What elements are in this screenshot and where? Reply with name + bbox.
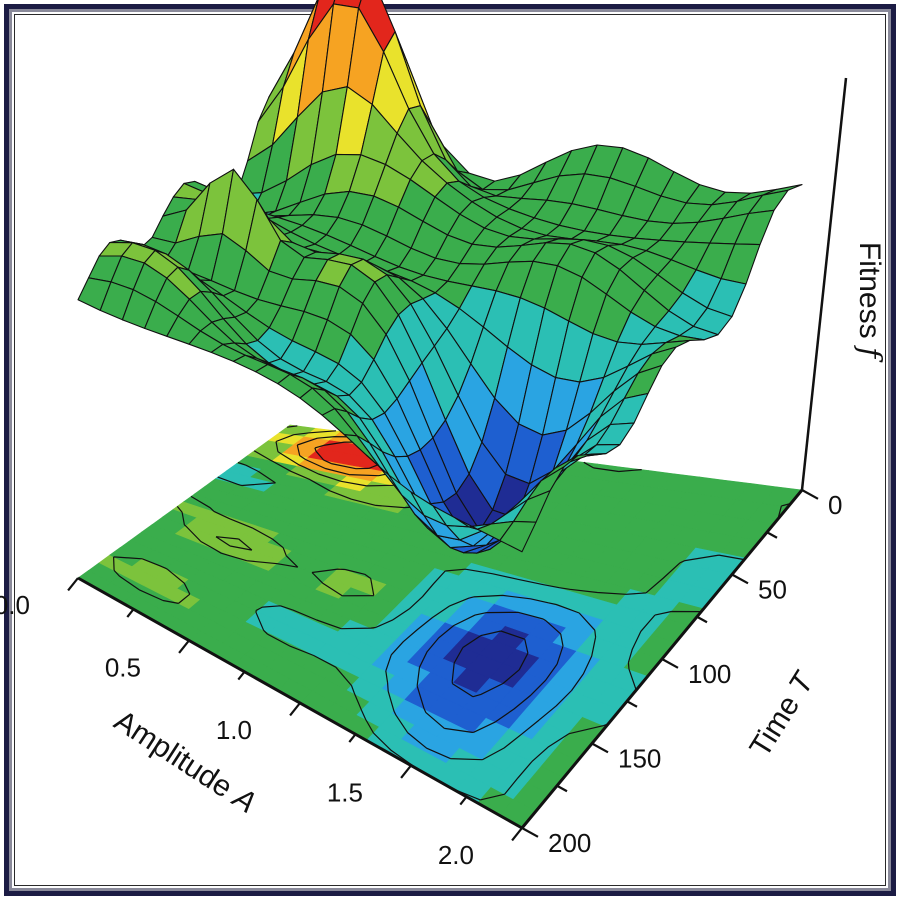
amplitude-tick [511, 827, 523, 842]
figure-frame-inner [9, 9, 891, 891]
amplitude-tick [400, 764, 412, 779]
time-tick [801, 489, 819, 500]
amplitude-tick-label: 0.5 [105, 653, 141, 683]
axes [67, 77, 848, 842]
time-tick [591, 742, 609, 754]
amplitude-tick [178, 639, 190, 654]
fitness-axis-title: Fitness f [852, 242, 887, 363]
contour-line [113, 425, 791, 604]
amplitude-tick-label: 1.5 [327, 778, 363, 808]
time-tick [731, 573, 749, 585]
time-tick [626, 700, 638, 708]
fitness-surface [77, 0, 803, 554]
amplitude-tick [459, 796, 468, 806]
contour-line [385, 594, 597, 761]
amplitude-tick-label: 2.0 [438, 840, 474, 870]
amplitude-tick [126, 608, 135, 618]
time-tick [696, 615, 708, 624]
surface-cell [499, 520, 537, 553]
time-tick [766, 531, 778, 539]
figure-frame-line [14, 14, 886, 886]
amplitude-tick-label: 0.0 [0, 590, 30, 620]
amplitude-tick [67, 577, 79, 592]
time-tick [521, 827, 539, 838]
time-axis-title: Time T [744, 665, 822, 763]
time-tick [661, 658, 679, 669]
time-tick-label: 200 [548, 828, 591, 858]
amplitude-tick [348, 733, 357, 743]
contour-line [451, 630, 529, 698]
time-tick-label: 150 [618, 744, 661, 774]
amplitude-tick-label: 1.0 [216, 715, 252, 745]
time-tick [556, 784, 568, 793]
contour-line [416, 611, 564, 733]
time-tick-label: 50 [758, 575, 787, 605]
time-tick-label: 0 [828, 490, 842, 520]
time-tick-label: 100 [688, 659, 731, 689]
amplitude-tick [289, 702, 301, 717]
contour-line [217, 449, 745, 801]
fitness-axis-line [800, 77, 848, 491]
amplitude-tick [237, 671, 246, 681]
